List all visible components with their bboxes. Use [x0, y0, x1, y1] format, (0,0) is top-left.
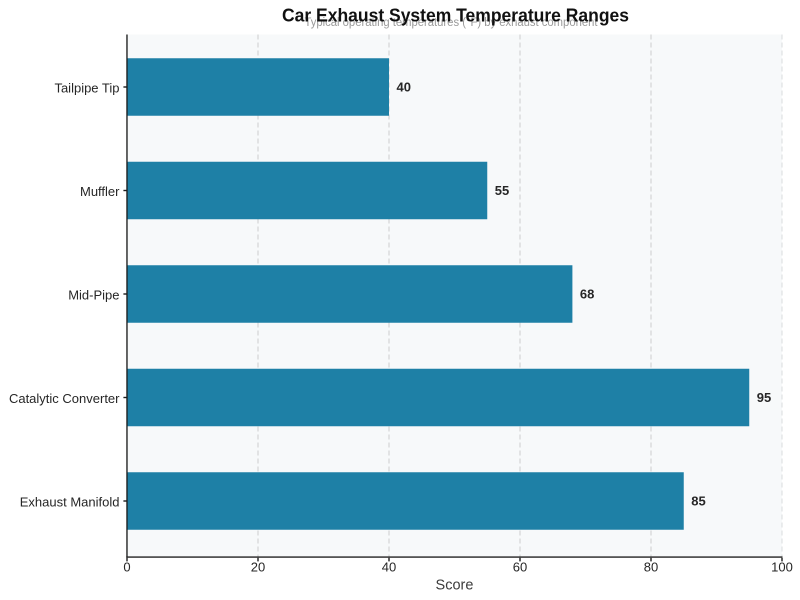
svg-text:Catalytic Converter: Catalytic Converter — [9, 391, 120, 406]
svg-text:Tailpipe Tip: Tailpipe Tip — [54, 80, 119, 95]
svg-text:85: 85 — [691, 494, 705, 509]
svg-text:Exhaust Manifold: Exhaust Manifold — [20, 494, 120, 509]
svg-text:95: 95 — [757, 390, 771, 405]
svg-text:0: 0 — [123, 560, 130, 575]
svg-text:80: 80 — [644, 560, 658, 575]
svg-text:Car Exhaust System Temperature: Car Exhaust System Temperature Ranges — [282, 6, 629, 26]
svg-text:Muffler: Muffler — [80, 184, 120, 199]
svg-text:Score: Score — [436, 578, 474, 594]
svg-text:40: 40 — [382, 560, 396, 575]
svg-text:60: 60 — [513, 560, 527, 575]
svg-text:100: 100 — [771, 560, 793, 575]
svg-text:Typical operating temperatures: Typical operating temperatures (°F) by e… — [305, 17, 599, 29]
svg-text:20: 20 — [251, 560, 265, 575]
svg-text:40: 40 — [397, 80, 411, 95]
svg-text:Mid-Pipe: Mid-Pipe — [68, 287, 119, 302]
svg-text:68: 68 — [580, 287, 594, 302]
svg-text:55: 55 — [495, 183, 509, 198]
